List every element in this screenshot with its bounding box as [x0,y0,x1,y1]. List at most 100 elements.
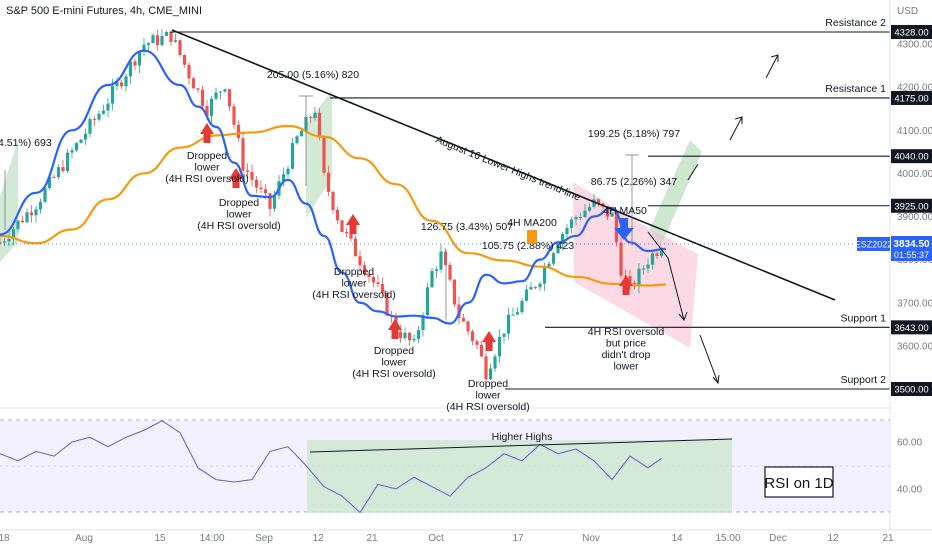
candle-body [655,253,659,257]
level-label: Resistance 1 [825,83,886,95]
candle-body [209,98,214,117]
candle-body [385,292,389,316]
candle-body [250,172,254,180]
candle-body [160,35,164,45]
candle-body [524,289,529,301]
price-tick: 4000.00 [897,169,932,180]
candles [0,29,664,383]
projection-arrow-up-1 [687,163,699,181]
red-arrow-shaft [622,286,630,295]
candle-body [637,268,641,287]
red-arrow-head [482,331,496,342]
candle-body [412,338,416,341]
candle-body [650,253,655,265]
candle-body [2,241,7,243]
candle-body [416,330,421,339]
red-up-arrow [619,275,633,295]
candle-body [38,201,43,210]
projection-arrow-up-2 [729,116,743,141]
currency-label: USD [897,6,918,17]
candle-body [20,220,25,223]
candle-body [497,336,502,357]
candle-body [506,314,511,334]
candle-body [133,61,137,66]
candle-body [443,251,448,265]
price-tick: 4100.00 [897,126,932,137]
candle-body [106,103,110,111]
candle-body [0,242,2,244]
levels: Resistance 2 4328.00 Resistance 1 4175.00 40… [170,17,932,396]
candle-body [488,368,493,380]
chart-title: S&P 500 E-mini Futures, 4h, CME_MINI [6,5,202,17]
candle-body [452,279,457,305]
candle-body [439,251,443,270]
candle-body [115,82,119,87]
callout-line: lower [381,357,407,369]
ma200-marker [527,230,537,244]
candle-body [376,282,380,284]
red-arrow-head [388,319,402,330]
candle-body [398,332,403,339]
candle-body [479,344,484,357]
level-tag [891,25,932,39]
candle-body [241,138,245,171]
time-tick: Dec [769,533,787,544]
candle-body [380,283,385,293]
time-tick: Aug [75,533,93,544]
rsi-higher-highs-box [307,440,732,513]
projection-arrowhead-up-3 [770,54,779,62]
candle-body [560,234,565,244]
red-arrow-head [229,168,243,179]
projection-arrows [647,54,779,385]
candle-body [47,176,52,189]
candle-body [29,212,34,216]
callout-line: lower [226,209,252,221]
red-arrow-shaft [203,134,211,143]
candle-body [308,116,313,118]
blue-arrow-shaft [620,218,628,228]
candle-body [88,119,92,134]
candle-body [200,89,205,107]
time-tick: 12 [827,533,839,544]
projection-arrowhead-up-2 [734,116,743,124]
candle-body [286,168,290,175]
candle-body [659,251,664,257]
candle-body [142,44,146,52]
price-tag [891,236,932,261]
rsi-tick: 60.00 [897,438,922,449]
level-label: Resistance 2 [825,17,886,29]
candle-body [205,106,209,117]
time-tick: 14:00 [199,533,224,544]
candle-body [614,213,619,243]
projection-arrow-down-1 [647,231,685,321]
candle-body [587,206,592,211]
candle-body [299,130,304,137]
candle-body [565,227,569,235]
candle-body [353,238,358,257]
measure-proj-1: 199.25 (5.18%) 797 [588,128,680,140]
candle-body [146,43,151,45]
level-value: 4040.00 [894,152,928,163]
candle-body [52,176,56,178]
level-value: 3500.00 [894,385,928,396]
higher-highs-label: Higher Highs [492,431,553,443]
blue-arrow-head [614,228,634,240]
blue-down-arrow [614,218,634,240]
level-value: 3925.00 [894,201,928,212]
callout-line: Dropped [374,345,414,357]
candle-body [74,143,79,151]
trendline-label: August 16 Lower Highs trend-line [434,134,582,204]
callout-line: (4H RSI oversold) [312,289,395,301]
candle-body [245,170,250,173]
level-tag [891,90,932,105]
price-tag-value: 3834.50 [893,239,930,250]
level-value: 4175.00 [894,93,928,104]
candle-body [83,133,88,140]
rsi-label-box [764,466,834,498]
candle-body [43,188,47,202]
red-arrows [200,123,633,351]
red-up-arrow [346,214,360,234]
